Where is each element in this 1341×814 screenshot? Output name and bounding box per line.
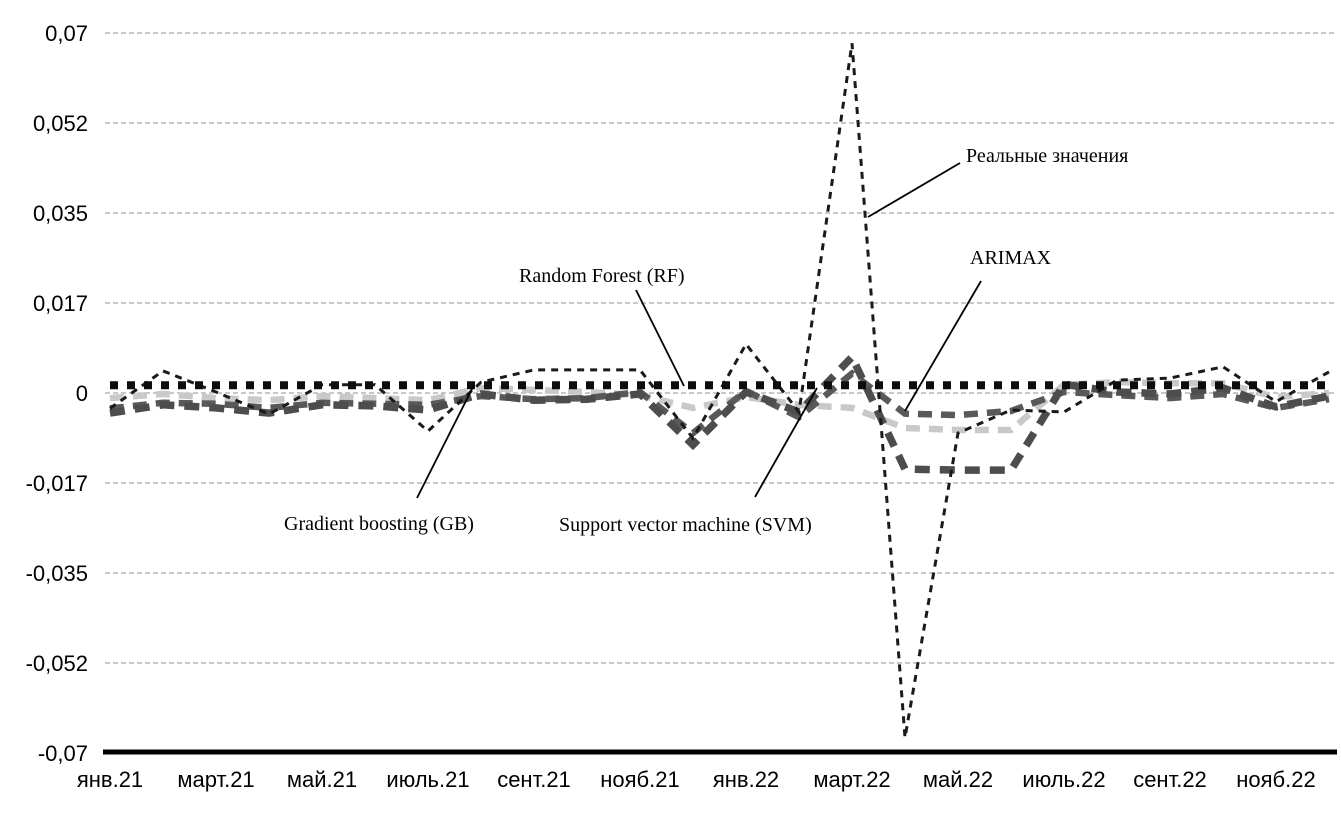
x-tick-label: янв.21 <box>77 767 143 792</box>
y-tick-label: -0,07 <box>38 741 88 766</box>
x-tick-label: май.21 <box>287 767 357 792</box>
leader-line-arimax <box>904 280 982 412</box>
annotation-svm: Support vector machine (SVM) <box>559 514 812 536</box>
series-line-gb <box>109 378 1330 434</box>
y-axis-labels: 0,07 0,052 0,035 0,017 0 -0,017 -0,035 -0,052 -0… <box>26 21 88 766</box>
annotations: Реальные значения ARIMAX Random Forest (… <box>284 145 1128 536</box>
leader-line-real-values <box>867 162 961 218</box>
x-tick-label: июль.21 <box>386 767 469 792</box>
annotation-real-values: Реальные значения <box>966 145 1128 167</box>
annotation-random-forest: Random Forest (RF) <box>519 265 685 287</box>
y-tick-label: 0,07 <box>45 21 88 46</box>
leader-line-gradient-boosting <box>416 384 475 499</box>
x-axis-labels: янв.21 март.21 май.21 июль.21 сент.21 нояб.21… <box>77 767 1316 792</box>
x-tick-label: сент.21 <box>497 767 571 792</box>
y-tick-label: -0,035 <box>26 561 88 586</box>
leader-line-random-forest <box>635 289 685 387</box>
annotation-arimax: ARIMAX <box>970 247 1052 269</box>
series-line-svm <box>109 350 1330 474</box>
y-tick-label: 0,035 <box>33 201 88 226</box>
leader-line-svm <box>754 387 818 498</box>
y-tick-label: 0 <box>76 381 88 406</box>
x-tick-label: март.22 <box>813 767 890 792</box>
y-tick-label: -0,052 <box>26 651 88 676</box>
series-line-real <box>109 43 1330 738</box>
x-tick-label: нояб.22 <box>1236 767 1315 792</box>
x-tick-label: сент.22 <box>1133 767 1207 792</box>
y-tick-label: 0,017 <box>33 291 88 316</box>
x-tick-label: март.21 <box>177 767 254 792</box>
x-tick-label: июль.22 <box>1022 767 1105 792</box>
series-lines <box>109 43 1330 738</box>
x-tick-label: май.22 <box>923 767 993 792</box>
annotation-gradient-boosting: Gradient boosting (GB) <box>284 513 474 535</box>
x-tick-label: янв.22 <box>713 767 779 792</box>
y-tick-label: 0,052 <box>33 111 88 136</box>
y-tick-label: -0,017 <box>26 471 88 496</box>
x-tick-label: нояб.21 <box>600 767 679 792</box>
